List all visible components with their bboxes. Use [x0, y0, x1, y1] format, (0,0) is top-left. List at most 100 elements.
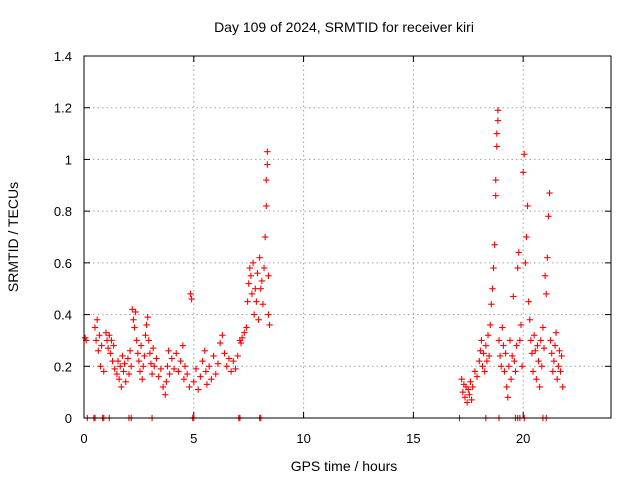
data-point — [469, 383, 476, 391]
data-point — [257, 285, 264, 292]
data-point — [266, 321, 273, 329]
y-tick-label: 1.4 — [54, 49, 72, 64]
data-point — [111, 365, 118, 373]
data-point — [513, 342, 520, 349]
data-point — [137, 342, 145, 349]
axis-ticks — [83, 55, 611, 419]
x-tick-label: 20 — [516, 431, 530, 446]
data-point — [212, 370, 219, 378]
data-point — [558, 352, 565, 360]
y-tick-label: 0.6 — [54, 256, 72, 271]
data-point — [247, 272, 255, 279]
data-point — [184, 370, 191, 378]
data-point — [186, 383, 193, 391]
data-point — [501, 368, 508, 375]
y-tick-label: 0.4 — [54, 308, 72, 323]
data-point — [476, 357, 483, 365]
data-point — [219, 332, 226, 339]
data-point — [499, 324, 506, 331]
data-point — [522, 259, 529, 267]
data-point — [549, 368, 557, 375]
data-point — [194, 386, 202, 393]
data-point — [108, 337, 115, 344]
x-tick-label: 10 — [296, 431, 310, 446]
data-point — [140, 363, 147, 370]
data-point — [502, 350, 509, 357]
data-point — [216, 339, 224, 347]
x-tick-label: 5 — [190, 431, 197, 446]
x-tick-label: 0 — [80, 431, 87, 446]
data-point — [263, 176, 270, 184]
data-point — [107, 350, 114, 357]
data-point — [250, 311, 258, 318]
data-point — [128, 363, 135, 370]
data-point — [202, 368, 210, 375]
data-point — [188, 295, 195, 303]
data-point — [539, 324, 547, 331]
data-point — [544, 254, 551, 261]
data-point — [264, 148, 271, 155]
data-point — [146, 350, 154, 357]
data-point — [192, 365, 200, 373]
data-point — [495, 337, 503, 344]
data-point — [98, 342, 105, 349]
data-point — [157, 365, 165, 373]
data-point — [506, 337, 514, 344]
y-tick-label: 1 — [65, 152, 72, 167]
data-point — [515, 249, 522, 256]
data-point — [556, 347, 563, 354]
data-point — [547, 337, 554, 344]
data-point — [468, 396, 475, 404]
data-point — [485, 352, 493, 360]
data-point — [244, 298, 251, 305]
data-point — [503, 383, 510, 391]
data-point — [133, 337, 140, 344]
grid-lines — [84, 56, 611, 418]
data-point — [124, 355, 132, 362]
data-point — [533, 376, 540, 383]
data-point — [254, 270, 261, 277]
data-point — [162, 391, 169, 398]
data-point — [106, 332, 113, 339]
data-point — [511, 357, 518, 365]
data-point — [114, 357, 122, 365]
data-point — [552, 329, 560, 336]
data-point — [477, 347, 484, 354]
data-point — [265, 272, 272, 279]
data-point — [458, 376, 465, 383]
data-point — [507, 376, 515, 383]
data-point — [153, 355, 160, 362]
data-point — [151, 363, 158, 370]
data-point — [492, 176, 499, 184]
data-point — [141, 352, 148, 360]
data-point — [265, 311, 272, 318]
data-point — [246, 264, 253, 272]
data-point — [510, 293, 517, 300]
data-point — [264, 161, 271, 168]
data-point — [121, 360, 128, 367]
data-point — [93, 316, 101, 323]
data-point — [177, 357, 184, 365]
data-point — [538, 363, 546, 370]
data-point — [173, 350, 180, 357]
data-point — [119, 352, 126, 360]
data-point — [138, 376, 146, 383]
data-point — [487, 321, 494, 329]
data-point — [493, 143, 501, 150]
data-point — [115, 376, 123, 383]
data-point — [514, 264, 521, 272]
data-point — [550, 357, 558, 365]
data-point — [187, 290, 194, 298]
data-point — [92, 337, 100, 344]
data-point — [170, 365, 178, 373]
data-point — [122, 378, 129, 385]
data-point — [473, 373, 481, 380]
data-point — [541, 272, 549, 279]
data-point — [148, 370, 156, 378]
data-point — [494, 107, 502, 114]
data-point — [104, 344, 112, 352]
y-tick-label: 0.8 — [54, 204, 72, 219]
data-point — [175, 368, 182, 375]
data-point — [110, 342, 117, 349]
